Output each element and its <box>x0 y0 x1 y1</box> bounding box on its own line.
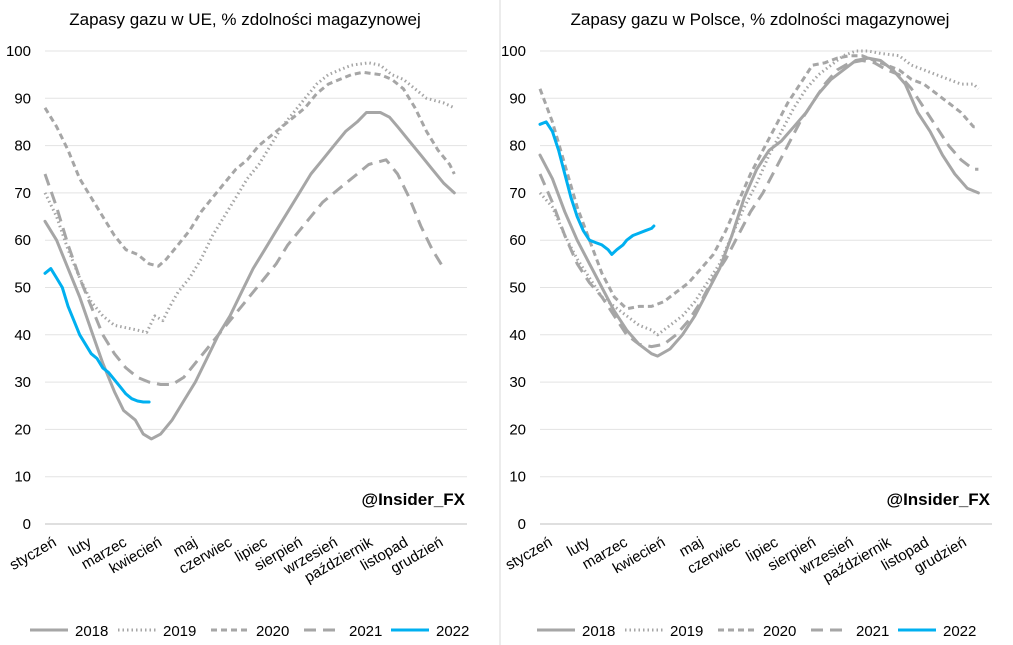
y-tick-label: 80 <box>509 138 526 155</box>
y-tick-label: 40 <box>509 327 526 344</box>
legend-label: 2020 <box>763 623 796 640</box>
chart-panel-0: Zapasy gazu w UE, % zdolności magazynowe… <box>6 10 469 640</box>
legend-label: 2022 <box>943 623 976 640</box>
legend-label: 2020 <box>256 623 289 640</box>
y-tick-label: 90 <box>14 90 31 107</box>
y-tick-label: 30 <box>14 374 31 391</box>
legend-label: 2019 <box>670 623 703 640</box>
y-tick-label: 0 <box>518 516 526 533</box>
series-line-2018 <box>538 56 980 358</box>
y-tick-label: 80 <box>14 138 31 155</box>
watermark-text: @Insider_FX <box>887 490 991 509</box>
chart-panel-1: Zapasy gazu w Polsce, % zdolności magazy… <box>501 10 992 640</box>
legend: 2018 2019 2020 2021 2022 <box>537 623 976 640</box>
y-tick-label: 50 <box>509 280 526 297</box>
legend-label: 2019 <box>163 623 196 640</box>
y-tick-label: 10 <box>509 469 526 486</box>
x-tick-label: styczeń <box>7 534 60 574</box>
y-tick-label: 20 <box>14 421 31 438</box>
series-line-2018 <box>43 111 456 441</box>
legend-label: 2018 <box>75 623 108 640</box>
y-tick-label: 70 <box>509 185 526 202</box>
legend-label: 2018 <box>582 623 615 640</box>
y-tick-label: 50 <box>14 280 31 297</box>
y-tick-label: 10 <box>14 469 31 486</box>
legend: 2018 2019 2020 2021 2022 <box>30 623 469 640</box>
legend-label: 2022 <box>436 623 469 640</box>
chart-title: Zapasy gazu w Polsce, % zdolności magazy… <box>571 10 950 29</box>
y-tick-label: 100 <box>6 43 31 60</box>
watermark-text: @Insider_FX <box>362 490 466 509</box>
y-tick-label: 40 <box>14 327 31 344</box>
series-line-2022 <box>43 267 151 404</box>
x-tick-label: styczeń <box>503 534 556 574</box>
y-tick-label: 20 <box>509 421 526 438</box>
series-line-2020 <box>43 70 456 268</box>
series-line-2022 <box>538 120 656 256</box>
chart-title: Zapasy gazu w UE, % zdolności magazynowe… <box>69 10 421 29</box>
legend-label: 2021 <box>349 623 382 640</box>
y-tick-label: 90 <box>509 90 526 107</box>
series-line-2020 <box>538 54 979 311</box>
y-tick-label: 100 <box>501 43 526 60</box>
y-tick-label: 70 <box>14 185 31 202</box>
series-line-2021 <box>538 59 979 349</box>
y-tick-label: 30 <box>509 374 526 391</box>
y-tick-label: 60 <box>509 232 526 249</box>
y-tick-label: 60 <box>14 232 31 249</box>
y-tick-label: 0 <box>23 516 31 533</box>
legend-label: 2021 <box>856 623 889 640</box>
series-line-2019 <box>43 61 455 334</box>
series-line-2021 <box>43 158 446 386</box>
